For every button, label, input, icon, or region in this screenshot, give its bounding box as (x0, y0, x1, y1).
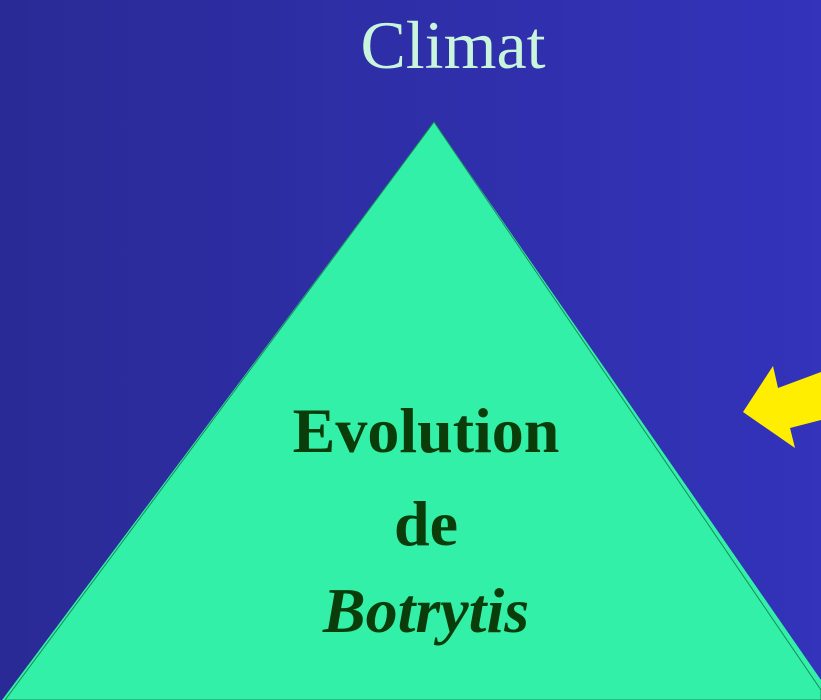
title: Climat (360, 7, 545, 83)
triangle (2, 122, 821, 700)
triangle-line3: Botrytis (322, 575, 529, 646)
triangle-line2: de (394, 488, 458, 559)
triangle-line1: Evolution (293, 395, 560, 466)
triangle-edge (4, 121, 821, 700)
arrow (743, 366, 821, 448)
